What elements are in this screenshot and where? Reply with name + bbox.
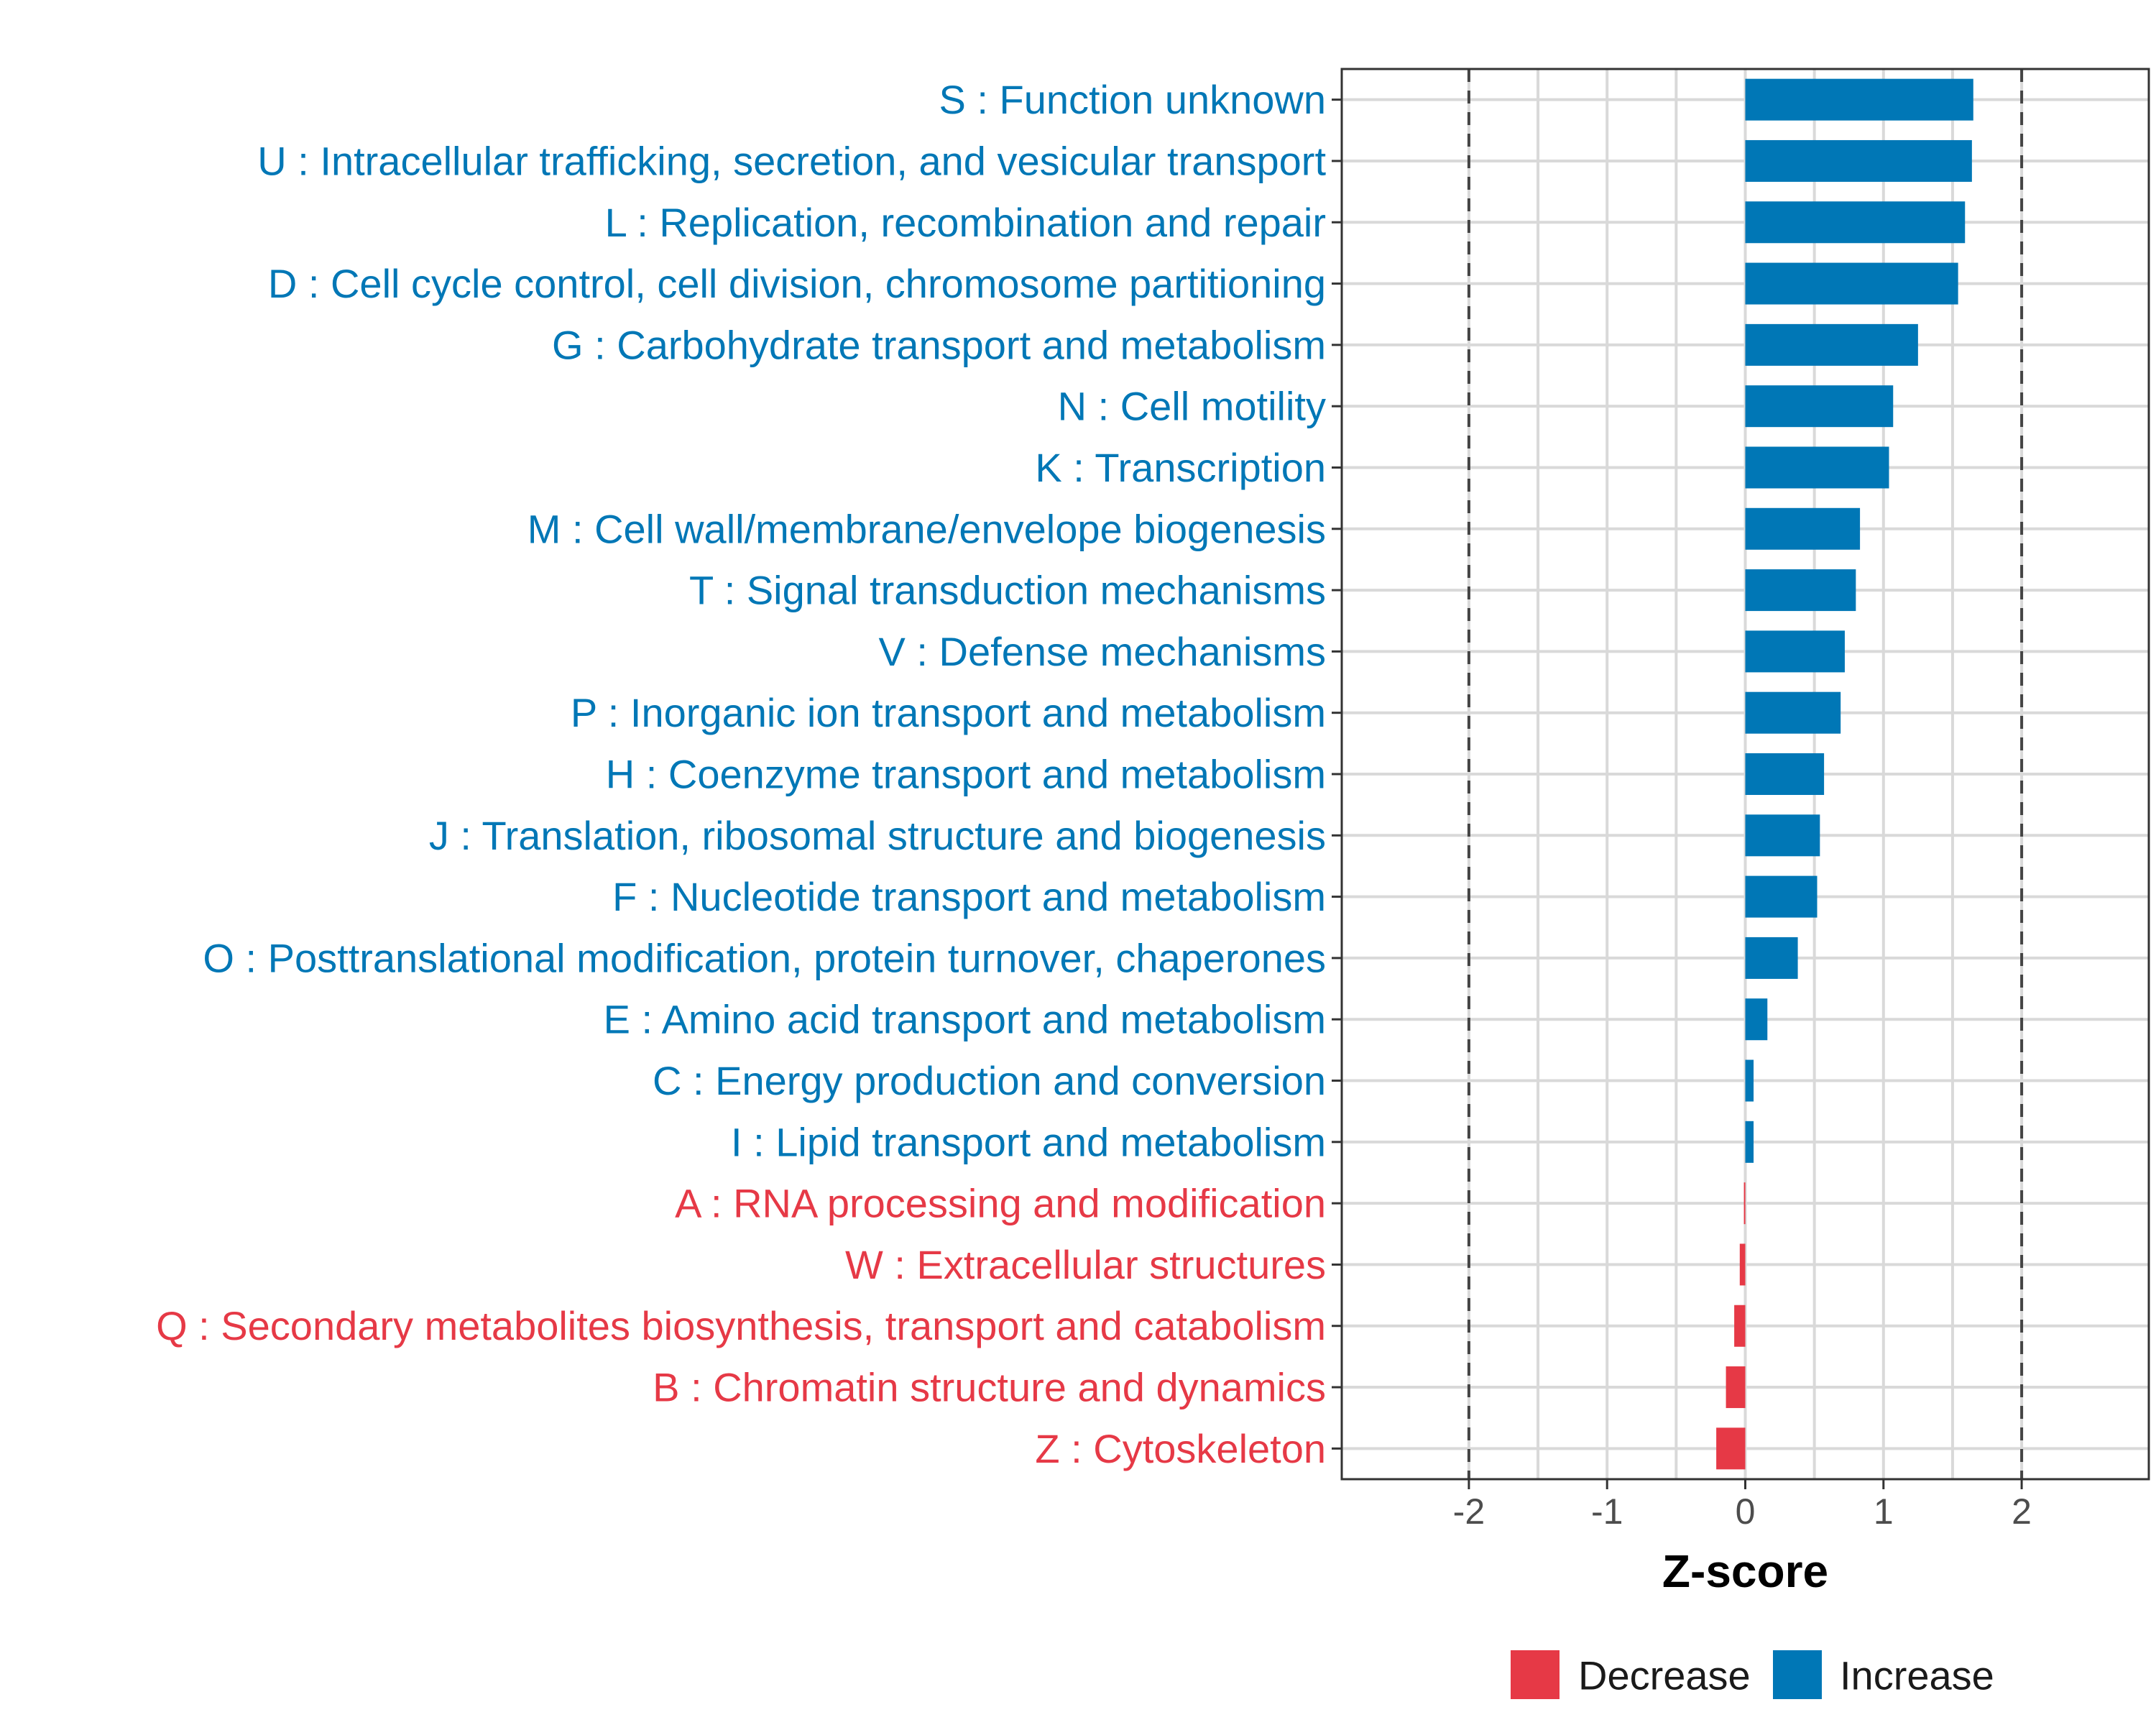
- x-tick-label: -2: [1453, 1491, 1485, 1532]
- bar: [1745, 385, 1894, 428]
- legend-label-increase: Increase: [1840, 1653, 1994, 1698]
- bar: [1745, 1121, 1754, 1163]
- category-label: F : Nucleotide transport and metabolism: [612, 874, 1326, 919]
- bar: [1745, 691, 1841, 734]
- category-labels: S : Function unknown U : Intracellular tr…: [156, 77, 1326, 1471]
- x-axis-title: Z-score: [1662, 1545, 1828, 1597]
- bar: [1745, 998, 1768, 1041]
- x-tick-label: -1: [1591, 1491, 1623, 1532]
- category-label: N : Cell motility: [1058, 384, 1326, 429]
- x-axis-ticks: -2 -1 0 1 2: [1453, 1479, 2032, 1532]
- bar: [1745, 630, 1845, 673]
- category-label: U : Intracellular trafficking, secretion…: [257, 138, 1326, 183]
- category-label: M : Cell wall/membrane/envelope biogenes…: [528, 506, 1326, 551]
- category-label: H : Coenzyme transport and metabolism: [606, 752, 1326, 797]
- category-label: G : Carbohydrate transport and metabolis…: [552, 322, 1326, 367]
- bar: [1745, 262, 1958, 305]
- bar: [1716, 1427, 1746, 1470]
- category-label: J : Translation, ribosomal structure and…: [429, 813, 1326, 858]
- category-label: O : Posttranslational modification, prot…: [203, 935, 1326, 980]
- category-label: Z : Cytoskeleton: [1035, 1426, 1326, 1471]
- bar: [1734, 1305, 1746, 1347]
- bars: [1716, 78, 1973, 1470]
- category-label: B : Chromatin structure and dynamics: [653, 1365, 1326, 1410]
- category-label: S : Function unknown: [939, 77, 1326, 122]
- bar: [1745, 201, 1966, 244]
- bar: [1743, 1182, 1746, 1225]
- bar: [1745, 507, 1861, 550]
- bar: [1745, 446, 1889, 489]
- bar: [1726, 1366, 1746, 1409]
- x-tick-label: 0: [1736, 1491, 1756, 1532]
- category-label: E : Amino acid transport and metabolism: [604, 997, 1326, 1042]
- category-label: I : Lipid transport and metabolism: [731, 1119, 1326, 1164]
- y-axis-ticks: [1332, 98, 1342, 1450]
- category-label: T : Signal transduction mechanisms: [689, 568, 1326, 613]
- bar: [1745, 78, 1973, 121]
- category-label: D : Cell cycle control, cell division, c…: [268, 261, 1326, 306]
- bar: [1745, 139, 1972, 182]
- legend-label-decrease: Decrease: [1578, 1653, 1751, 1698]
- category-label: A : RNA processing and modification: [675, 1181, 1326, 1226]
- bar: [1745, 937, 1798, 979]
- bar: [1745, 875, 1818, 918]
- reference-lines: [1467, 69, 2024, 1479]
- category-label: K : Transcription: [1035, 445, 1326, 490]
- category-label: V : Defense mechanisms: [879, 629, 1326, 674]
- bar: [1745, 323, 1918, 366]
- category-label: C : Energy production and conversion: [653, 1058, 1326, 1103]
- category-label: P : Inorganic ion transport and metaboli…: [571, 690, 1326, 735]
- bar: [1739, 1243, 1746, 1286]
- category-label: W : Extracellular structures: [845, 1242, 1326, 1287]
- x-tick-label: 2: [2012, 1491, 2032, 1532]
- legend-swatch-increase: [1773, 1650, 1822, 1699]
- bar: [1745, 569, 1856, 612]
- bar: [1745, 753, 1825, 796]
- legend: Decrease Increase: [1511, 1650, 1994, 1699]
- category-label: L : Replication, recombination and repai…: [605, 200, 1326, 245]
- legend-swatch-decrease: [1511, 1650, 1560, 1699]
- bar: [1745, 1059, 1754, 1102]
- category-label: Q : Secondary metabolites biosynthesis, …: [156, 1303, 1326, 1348]
- x-tick-label: 1: [1874, 1491, 1894, 1532]
- bar: [1745, 814, 1820, 857]
